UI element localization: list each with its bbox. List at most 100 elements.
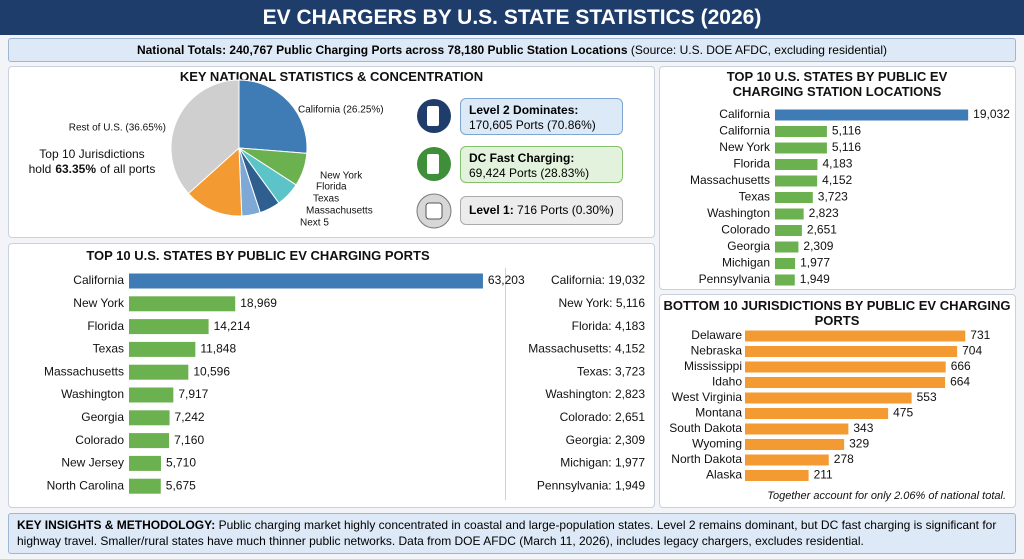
bar [745, 454, 829, 466]
bar [775, 109, 969, 121]
banner-lead: National Totals: 240,767 Public Charging… [136, 43, 628, 57]
category-label: Colorado [75, 433, 124, 447]
bar [129, 433, 170, 449]
value-label: 1,949 [800, 272, 830, 286]
stat-value: 716 Ports (0.30%) [517, 203, 614, 217]
value-label: 7,160 [174, 433, 204, 447]
category-label: Alaska [706, 468, 742, 482]
category-label: New Jersey [61, 456, 124, 470]
value-label: 1,977 [800, 256, 830, 270]
value-label: 10,596 [193, 364, 230, 378]
stat-value: 170,605 Ports (70.86%) [469, 118, 596, 132]
bar [129, 273, 483, 289]
bar [129, 387, 174, 403]
category-label: New York [719, 140, 771, 154]
annotation: Top 10 Jurisdictions [39, 147, 144, 161]
bar [745, 423, 849, 435]
category-label: North Carolina [47, 478, 125, 492]
pie-slice [238, 79, 308, 154]
category-label: Washington [707, 206, 770, 220]
value-label: 2,823 [809, 206, 839, 220]
value-label: 664 [950, 375, 970, 389]
note: Together account for only 2.06% of natio… [767, 490, 1006, 502]
icon [427, 106, 439, 126]
slice-label: New York [320, 171, 363, 182]
bar [129, 455, 161, 471]
pie-slice [170, 79, 240, 195]
value-label: 7,917 [178, 387, 208, 401]
category-label: Delaware [691, 328, 742, 342]
category-label: Mississippi [684, 359, 742, 373]
list-item: California: 19,032 [551, 273, 645, 287]
category-label: Michigan [722, 256, 770, 270]
annotation: hold [29, 162, 52, 176]
slice-label: Next 5 [300, 218, 329, 229]
list-item: Washington: 2,823 [545, 387, 645, 401]
bar [745, 330, 966, 342]
panel [659, 66, 1016, 290]
annotation: of all ports [100, 162, 155, 176]
category-label: California [73, 273, 124, 287]
category-label: New York [73, 296, 125, 310]
stat-label: Level 1: [469, 203, 514, 217]
stat-label: DC Fast Charging: [469, 151, 575, 165]
category-label: Georgia [727, 239, 770, 253]
list-item: New York: 5,116 [558, 296, 645, 310]
value-label: 7,242 [175, 410, 205, 424]
category-label: California [719, 107, 770, 121]
bar [129, 364, 189, 380]
list-item: Colorado: 2,651 [560, 410, 646, 424]
bar [745, 392, 912, 404]
insights-lead: KEY INSIGHTS & METHODOLOGY: [17, 518, 216, 532]
value-label: 19,032 [973, 107, 1010, 121]
annotation: hold 63.35% of all ports [29, 162, 156, 176]
bar [775, 175, 818, 187]
bar [775, 274, 795, 286]
value-label: 63,203 [488, 273, 525, 287]
bar [775, 159, 818, 170]
bar [745, 470, 809, 481]
value-label: 343 [853, 421, 873, 435]
divider [505, 268, 506, 500]
banner: National Totals: 240,767 Public Charging… [8, 38, 1016, 62]
value-label: 475 [893, 406, 913, 420]
category-label: Washington [61, 387, 124, 401]
bar [775, 192, 813, 203]
list-item: Texas: 3,723 [577, 364, 645, 378]
category-label: Florida [87, 319, 124, 333]
bar [775, 225, 802, 236]
slice-label: Massachusetts [306, 206, 373, 217]
insights-text: Public charging market highly concentrat… [17, 518, 997, 548]
title-bar: EV CHARGERS BY U.S. STATE STATISTICS (20… [0, 0, 1024, 35]
icon [425, 202, 443, 220]
category-label: Wyoming [692, 437, 742, 451]
stat-box: Level 1: 716 Ports (0.30%) [460, 196, 623, 225]
pie-slice [187, 146, 243, 217]
banner-source: (Source: U.S. DOE AFDC, excluding reside… [630, 43, 888, 57]
bar [775, 258, 796, 269]
bar [745, 361, 946, 373]
slice-label: Texas [313, 194, 339, 205]
bar [745, 439, 845, 450]
category-label: Idaho [712, 375, 742, 389]
category-label: Massachusetts [44, 364, 124, 378]
category-label: Montana [695, 406, 742, 420]
icon [427, 154, 439, 174]
bar [775, 142, 827, 154]
category-label: Colorado [721, 223, 770, 237]
value-label: 731 [970, 328, 990, 342]
bar [129, 341, 196, 357]
category-label: Nebraska [691, 344, 743, 358]
slice-label: California (26.25%) [298, 105, 384, 116]
category-label: Massachusetts [690, 173, 770, 187]
value-label: 278 [834, 452, 854, 466]
category-label: Texas [739, 190, 770, 204]
panel-title: KEY NATIONAL STATISTICS & CONCENTRATION [179, 69, 484, 84]
value-label: 704 [962, 344, 982, 358]
panel-title: TOP 10 U.S. STATES BY PUBLIC EV CHARGING… [726, 69, 948, 99]
value-label: 329 [849, 437, 869, 451]
value-label: 553 [917, 390, 937, 404]
stat-box: Level 2 Dominates: 170,605 Ports (70.86%) [460, 98, 623, 135]
stat-value: 69,424 Ports (28.83%) [469, 166, 590, 180]
